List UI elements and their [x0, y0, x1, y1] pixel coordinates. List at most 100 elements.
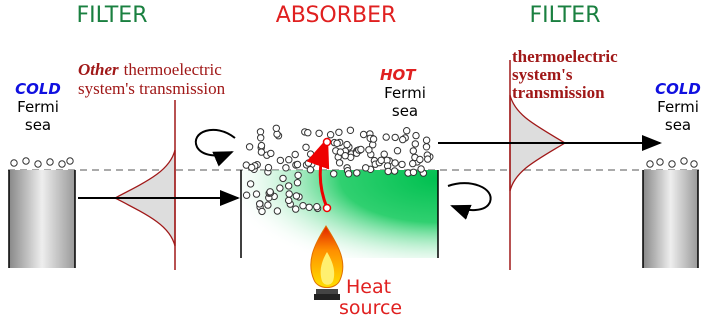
- transmission-label: system's transmission: [78, 79, 226, 98]
- electron: [59, 161, 65, 167]
- transmission-label: system's: [512, 65, 573, 84]
- electron: [331, 171, 337, 177]
- electron: [305, 160, 311, 166]
- filter-header: FILTER: [77, 3, 148, 28]
- electron: [286, 197, 292, 203]
- electron: [691, 161, 697, 167]
- electron: [286, 183, 292, 189]
- electron: [314, 204, 320, 210]
- reservoir: [9, 170, 75, 268]
- electron: [267, 189, 273, 195]
- electron: [316, 130, 322, 136]
- heat-label: source: [339, 297, 402, 319]
- diagram: FILTER ABSORBER FILTER COLD Fermi sea CO…: [0, 0, 712, 320]
- electron: [265, 202, 271, 208]
- electron: [35, 161, 41, 167]
- electron: [391, 168, 397, 174]
- reflect-arrow: [196, 130, 235, 156]
- electron: [274, 208, 280, 214]
- electron: [292, 151, 298, 157]
- electron: [392, 160, 398, 166]
- electron: [334, 140, 340, 146]
- transmission-label: thermoelectric: [512, 47, 618, 66]
- fermi-label: sea: [25, 116, 51, 134]
- electron: [378, 157, 384, 163]
- heat-label: Heat: [346, 276, 391, 298]
- fermi-label: Fermi: [657, 98, 699, 116]
- electron: [399, 161, 405, 167]
- transmission-label: transmission: [512, 83, 605, 102]
- electron: [246, 144, 252, 150]
- fermi-label: sea: [665, 116, 691, 134]
- electron: [400, 136, 406, 142]
- electron: [327, 132, 333, 138]
- electron: [354, 170, 360, 176]
- electron: [681, 158, 687, 164]
- burner: [316, 289, 338, 294]
- electron: [303, 144, 309, 150]
- cold-label: COLD: [15, 80, 61, 98]
- electron: [344, 141, 350, 147]
- fermi-label: Fermi: [384, 84, 426, 102]
- electron: [425, 156, 431, 162]
- electron: [23, 158, 29, 164]
- excited-electron: [324, 139, 331, 146]
- electron: [286, 157, 292, 163]
- electron: [257, 129, 263, 135]
- electron: [300, 203, 306, 209]
- electron: [283, 165, 289, 171]
- electron: [280, 175, 286, 181]
- electron: [295, 172, 301, 178]
- fermi-label: Fermi: [17, 98, 59, 116]
- filter-header: FILTER: [530, 3, 601, 28]
- electron: [669, 161, 675, 167]
- fermi-label: sea: [392, 102, 418, 120]
- electron: [404, 128, 410, 134]
- electron: [385, 168, 391, 174]
- electron: [258, 142, 264, 148]
- hot-region: [241, 170, 438, 258]
- electron: [286, 191, 292, 197]
- electron: [277, 185, 283, 191]
- electron: [336, 129, 342, 135]
- electron: [258, 135, 264, 141]
- reservoir: [643, 170, 698, 268]
- emphasis: Other: [78, 60, 119, 79]
- electron: [258, 149, 264, 155]
- electron: [67, 158, 73, 164]
- electron: [265, 164, 271, 170]
- electron: [394, 148, 400, 154]
- hot-label: HOT: [380, 66, 417, 84]
- electron: [423, 137, 429, 143]
- electron: [277, 157, 283, 163]
- electron: [11, 160, 17, 166]
- electron: [413, 132, 419, 138]
- electron: [358, 146, 364, 152]
- hole: [324, 205, 331, 212]
- electron: [294, 161, 300, 167]
- electron: [381, 151, 387, 157]
- electron: [410, 148, 416, 154]
- electron: [273, 125, 279, 131]
- electron: [360, 131, 366, 137]
- electron: [253, 191, 259, 197]
- electron: [383, 134, 389, 140]
- electron: [342, 153, 348, 159]
- electron: [418, 166, 424, 172]
- electron: [306, 204, 312, 210]
- electron: [257, 201, 263, 207]
- reflect-arrow: [448, 183, 491, 210]
- electron: [307, 167, 313, 173]
- electron: [392, 134, 398, 140]
- electron: [423, 144, 429, 150]
- electron: [647, 161, 653, 167]
- electron: [363, 165, 369, 171]
- electron: [243, 192, 249, 198]
- burner: [314, 294, 340, 300]
- electron: [345, 171, 351, 177]
- electron: [307, 151, 313, 157]
- electron: [347, 127, 353, 133]
- electron: [294, 180, 300, 186]
- cold-label: COLD: [655, 80, 701, 98]
- text: thermoelectric: [124, 60, 223, 79]
